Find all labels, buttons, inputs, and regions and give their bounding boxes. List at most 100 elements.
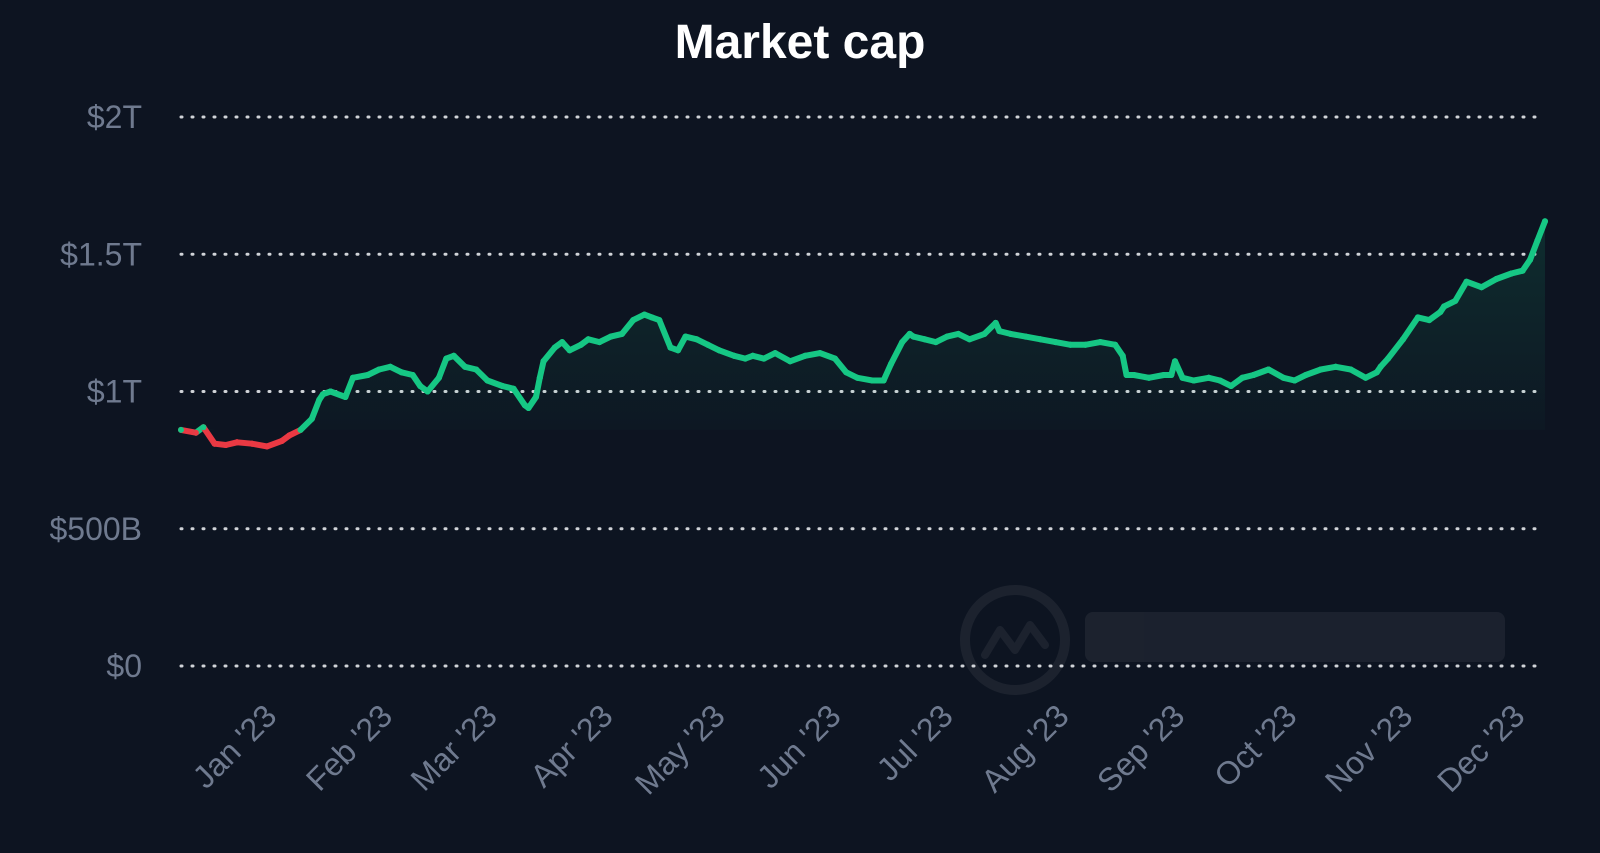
data-point <box>1179 374 1186 381</box>
data-point <box>1385 355 1391 362</box>
x-tick-label: Jul '23 <box>870 697 960 787</box>
data-point <box>192 429 199 436</box>
data-point <box>1037 336 1044 343</box>
data-point <box>1493 276 1500 282</box>
data-point <box>641 311 648 318</box>
data-point <box>981 330 988 337</box>
data-point <box>264 443 270 450</box>
data-point <box>1478 284 1485 291</box>
data-point <box>349 374 356 381</box>
line-segment <box>308 396 323 422</box>
data-point <box>327 388 334 395</box>
line-segment <box>656 317 674 351</box>
x-tick-label: Feb '23 <box>299 697 399 797</box>
data-point <box>1123 372 1130 378</box>
line-segment <box>435 355 450 381</box>
y-axis-tick-labels: $0 $500B $1T $1.5T $2T <box>49 99 142 684</box>
line-segment <box>1400 314 1421 343</box>
data-point <box>286 432 293 439</box>
data-point <box>656 317 663 324</box>
data-point <box>1519 267 1526 274</box>
data-point <box>484 377 491 384</box>
data-point <box>1377 363 1384 370</box>
data-point <box>1067 341 1074 348</box>
data-point <box>1082 341 1089 348</box>
data-point <box>450 352 457 359</box>
data-point <box>525 405 532 411</box>
data-point <box>1130 372 1137 378</box>
data-point <box>200 424 207 431</box>
data-point <box>387 363 394 370</box>
data-point <box>1414 314 1421 321</box>
data-point <box>607 333 614 340</box>
data-point <box>704 341 711 348</box>
data-point <box>222 442 229 448</box>
data-point <box>1400 336 1406 343</box>
data-point <box>966 336 973 343</box>
data-point <box>473 366 480 373</box>
line-segment <box>342 374 356 400</box>
data-point <box>832 355 838 362</box>
data-point <box>1265 366 1272 373</box>
data-point <box>308 415 315 422</box>
data-point <box>742 355 749 362</box>
data-point <box>716 347 723 354</box>
data-point <box>667 344 674 351</box>
y-tick-label: $0 <box>106 648 142 684</box>
data-point <box>364 372 371 378</box>
data-point <box>899 339 906 346</box>
line-segment <box>533 374 543 400</box>
data-point <box>921 336 928 343</box>
chart-title: Market cap <box>675 16 926 69</box>
data-point <box>1291 377 1298 384</box>
x-tick-label: Dec '23 <box>1430 697 1531 798</box>
data-point <box>944 333 951 340</box>
data-point <box>316 396 323 403</box>
data-point <box>1373 369 1380 376</box>
data-point <box>1542 218 1548 225</box>
data-point <box>996 328 1003 335</box>
price-line <box>178 218 1548 450</box>
data-point <box>693 336 700 343</box>
data-point <box>1441 303 1448 310</box>
data-point <box>1145 374 1152 381</box>
data-point <box>409 372 416 378</box>
line-segment <box>510 385 528 409</box>
watermark-logo <box>960 585 1505 695</box>
x-tick-label: Jun '23 <box>750 697 848 795</box>
data-point <box>510 385 517 392</box>
data-point <box>398 369 405 376</box>
area-fill <box>181 221 1545 430</box>
data-point <box>1332 363 1339 370</box>
data-point <box>585 336 592 343</box>
data-point <box>1534 237 1541 244</box>
data-point <box>533 394 539 400</box>
data-point <box>787 358 794 365</box>
data-point <box>619 330 625 337</box>
data-point <box>596 339 603 346</box>
data-point <box>1205 374 1212 381</box>
data-point <box>551 344 558 351</box>
data-point <box>424 388 431 395</box>
data-point <box>869 377 876 384</box>
line-segment <box>1527 237 1541 263</box>
data-point <box>1119 352 1126 359</box>
data-point <box>278 437 285 444</box>
data-point <box>648 314 655 321</box>
data-point <box>1508 270 1515 277</box>
data-point <box>630 317 637 324</box>
x-tick-label: Aug '23 <box>974 697 1075 798</box>
data-point <box>843 369 850 376</box>
data-point <box>1160 372 1167 378</box>
data-point <box>1347 366 1354 373</box>
data-point <box>675 347 681 354</box>
x-tick-label: Nov '23 <box>1318 697 1419 798</box>
data-point <box>178 426 184 433</box>
line-segment <box>1534 218 1548 244</box>
line-segment <box>1119 352 1130 378</box>
data-point <box>1172 358 1178 365</box>
data-point <box>211 440 218 447</box>
data-point <box>1190 377 1197 384</box>
x-tick-label: Oct '23 <box>1207 697 1303 793</box>
